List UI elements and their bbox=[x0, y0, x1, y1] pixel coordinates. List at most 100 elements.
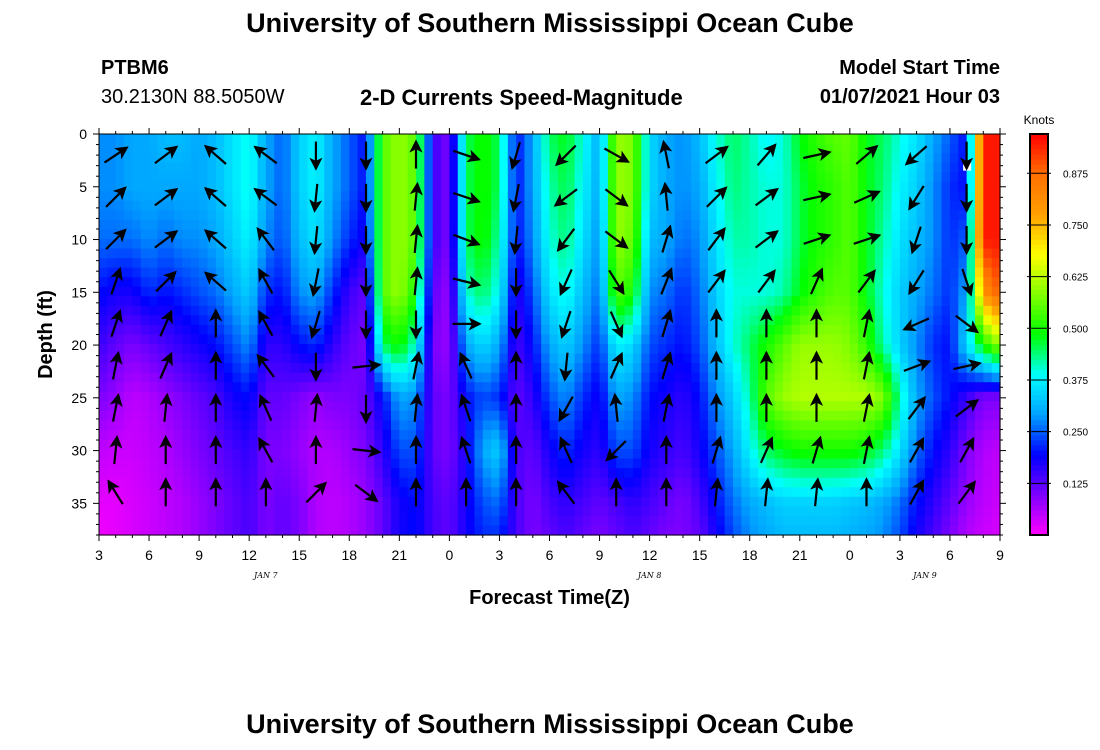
heatmap-cell bbox=[549, 429, 559, 441]
heatmap-cell bbox=[766, 525, 776, 536]
heatmap-cell bbox=[332, 277, 342, 288]
heatmap-cell bbox=[724, 401, 734, 412]
heatmap-cell bbox=[541, 506, 551, 517]
heatmap-cell bbox=[399, 248, 409, 259]
heatmap-cell bbox=[733, 305, 742, 317]
heatmap-cell bbox=[541, 277, 551, 288]
heatmap-cell bbox=[866, 429, 876, 441]
heatmap-cell bbox=[858, 219, 868, 231]
heatmap-cell bbox=[741, 363, 751, 374]
heatmap-cell bbox=[874, 219, 884, 231]
heatmap-cell bbox=[240, 296, 250, 307]
heatmap-cell bbox=[390, 162, 400, 173]
heatmap-cell bbox=[324, 372, 334, 383]
heatmap-cell bbox=[182, 391, 192, 402]
heatmap-cell bbox=[549, 153, 559, 164]
heatmap-cell bbox=[758, 468, 767, 479]
heatmap-cell bbox=[958, 458, 968, 469]
heatmap-cell bbox=[99, 229, 108, 240]
heatmap-cell bbox=[749, 315, 759, 326]
heatmap-cell bbox=[891, 458, 901, 469]
heatmap-cell bbox=[758, 372, 767, 383]
heatmap-cell bbox=[290, 525, 300, 536]
heatmap-cell bbox=[566, 420, 576, 431]
heatmap-cell bbox=[340, 153, 350, 164]
heatmap-cell bbox=[207, 410, 217, 422]
heatmap-cell bbox=[315, 181, 325, 192]
heatmap-cell bbox=[115, 410, 125, 422]
heatmap-cell bbox=[891, 420, 901, 431]
heatmap-cell bbox=[582, 181, 592, 192]
heatmap-cell bbox=[691, 248, 701, 259]
heatmap-cell bbox=[933, 324, 943, 336]
heatmap-cell bbox=[808, 134, 818, 145]
heatmap-cell bbox=[657, 487, 667, 498]
heatmap-cell bbox=[307, 305, 317, 317]
heatmap-cell bbox=[908, 143, 918, 154]
heatmap-cell bbox=[207, 181, 217, 192]
heatmap-cell bbox=[766, 458, 776, 469]
heatmap-cell bbox=[207, 172, 217, 183]
heatmap-cell bbox=[340, 191, 350, 202]
heatmap-cell bbox=[307, 315, 317, 326]
x-tick-label: 21 bbox=[392, 547, 408, 563]
heatmap-cell bbox=[708, 458, 717, 469]
heatmap-cell bbox=[616, 477, 626, 488]
heatmap-cell bbox=[783, 219, 793, 231]
current-arrow bbox=[559, 352, 573, 382]
heatmap-cell bbox=[716, 487, 726, 498]
heatmap-cell bbox=[307, 258, 317, 269]
heatmap-cell bbox=[274, 420, 284, 431]
heatmap-cell bbox=[841, 525, 851, 536]
heatmap-cell bbox=[265, 496, 275, 507]
heatmap-cell bbox=[958, 487, 968, 498]
heatmap-cell bbox=[974, 496, 984, 507]
heatmap-cell bbox=[724, 172, 734, 183]
heatmap-cell bbox=[624, 162, 634, 173]
heatmap-cell bbox=[591, 382, 601, 393]
heatmap-cell bbox=[741, 439, 751, 450]
heatmap-cell bbox=[733, 315, 742, 326]
heatmap-cell bbox=[457, 143, 467, 154]
heatmap-cell bbox=[199, 391, 209, 402]
heatmap-cell bbox=[115, 506, 125, 517]
heatmap-cell bbox=[974, 239, 984, 250]
heatmap-cell bbox=[349, 477, 359, 488]
heatmap-cell bbox=[524, 525, 534, 536]
heatmap-cell bbox=[799, 296, 809, 307]
heatmap-cell bbox=[507, 525, 517, 536]
heatmap-cell bbox=[315, 267, 325, 278]
heatmap-cell bbox=[232, 258, 242, 269]
heatmap-cell bbox=[808, 506, 818, 517]
heatmap-cell bbox=[165, 449, 175, 460]
heatmap-cell bbox=[808, 334, 818, 345]
heatmap-cell bbox=[808, 420, 818, 431]
heatmap-cell bbox=[958, 305, 968, 317]
heatmap-cell bbox=[282, 429, 292, 441]
heatmap-cell bbox=[991, 344, 1001, 355]
heatmap-cell bbox=[724, 315, 734, 326]
heatmap-cell bbox=[390, 420, 400, 431]
heatmap-cell bbox=[149, 382, 158, 393]
heatmap-cell bbox=[749, 468, 759, 479]
heatmap-cell bbox=[649, 134, 659, 145]
heatmap-cell bbox=[766, 429, 776, 441]
heatmap-cell bbox=[833, 210, 843, 221]
heatmap-cell bbox=[382, 334, 392, 345]
heatmap-cell bbox=[941, 143, 951, 154]
heatmap-cell bbox=[99, 429, 108, 441]
heatmap-cell bbox=[799, 344, 809, 355]
heatmap-cell bbox=[165, 239, 175, 250]
heatmap-cell bbox=[124, 229, 133, 240]
heatmap-cell bbox=[899, 134, 909, 145]
heatmap-cell bbox=[724, 449, 734, 460]
heatmap-cell bbox=[616, 420, 626, 431]
heatmap-cell bbox=[824, 305, 834, 317]
heatmap-cell bbox=[616, 219, 626, 231]
x-tick-label: 9 bbox=[996, 547, 1004, 563]
current-arrow bbox=[109, 392, 123, 422]
heatmap-cell bbox=[574, 420, 584, 431]
heatmap-cell bbox=[616, 229, 626, 240]
heatmap-cell bbox=[332, 458, 342, 469]
heatmap-cell bbox=[174, 219, 184, 231]
